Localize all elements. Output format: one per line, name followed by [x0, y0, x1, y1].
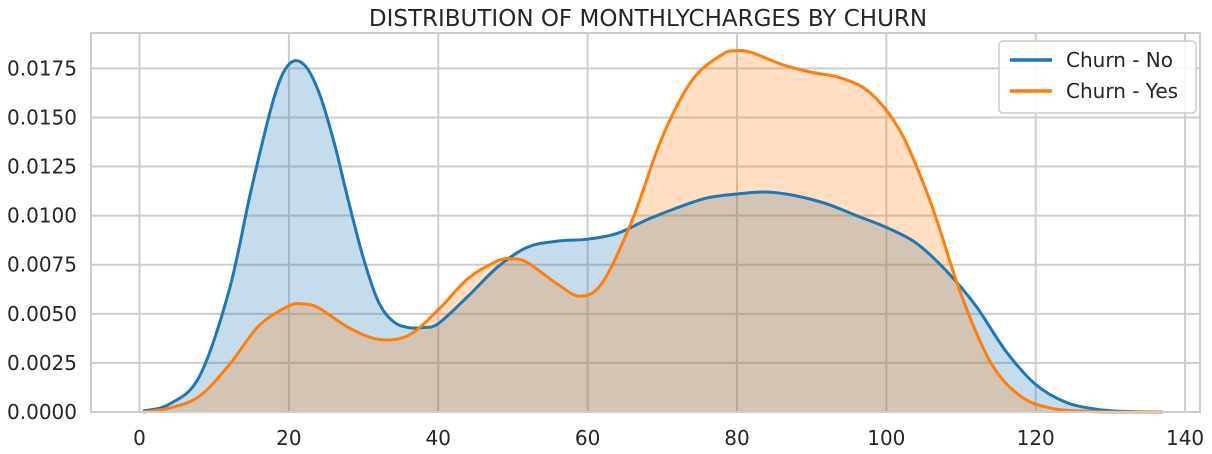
y-tick-label: 0.0075 [7, 253, 77, 277]
y-tick-label: 0.0175 [7, 56, 77, 80]
area-churn-no [143, 60, 1163, 412]
y-tick-label: 0.0125 [7, 155, 77, 179]
x-tick-label: 120 [1017, 426, 1055, 450]
x-tick-label: 40 [426, 426, 451, 450]
y-tick-label: 0.0050 [7, 302, 77, 326]
density-lines [142, 49, 1163, 414]
y-tick-label: 0.0025 [7, 351, 77, 375]
line-churn-yes [143, 49, 1163, 414]
y-tick-label: 0.0100 [7, 204, 77, 228]
y-axis-ticks: 0.0000 0.0025 0.0050 0.0075 0.0100 0.0125 0.01… [7, 56, 77, 424]
y-tick-label: 0.0150 [7, 105, 77, 129]
legend-label-churn-yes: Churn - Yes [1066, 79, 1178, 103]
x-tick-label: 20 [276, 426, 301, 450]
x-tick-label: 80 [724, 426, 749, 450]
chart-title: DISTRIBUTION OF MONTHLYCHARGES BY CHURN [369, 6, 927, 32]
x-tick-label: 140 [1166, 426, 1204, 450]
x-tick-label: 100 [867, 426, 905, 450]
x-tick-label: 60 [575, 426, 600, 450]
legend: Churn - No Churn - Yes [998, 40, 1197, 114]
plot-frame [90, 32, 1201, 413]
area-churn-yes [143, 50, 1163, 413]
line-churn-no [142, 59, 1163, 414]
y-tick-label: 0.0000 [7, 400, 77, 424]
x-axis-ticks: 0 20 40 60 80 100 120 140 [133, 426, 1204, 450]
legend-label-churn-no: Churn - No [1066, 48, 1173, 72]
density-areas [143, 50, 1163, 413]
x-tick-label: 0 [133, 426, 146, 450]
